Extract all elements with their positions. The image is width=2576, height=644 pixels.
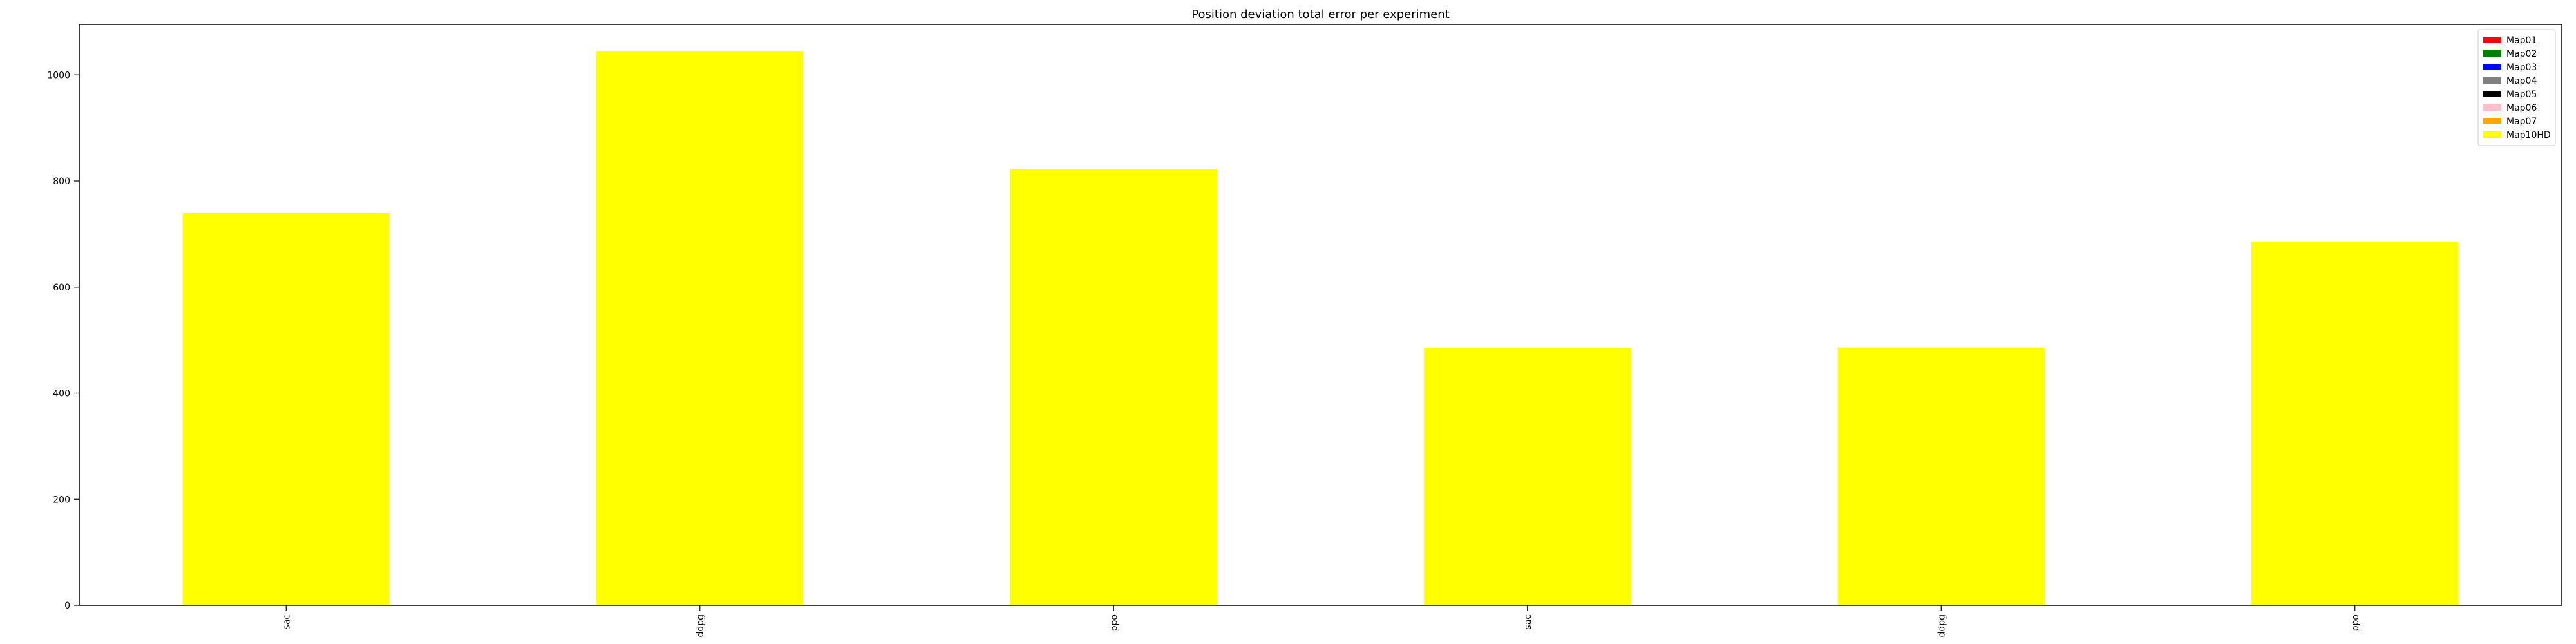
legend-swatch-map10hd (2483, 131, 2501, 138)
legend-swatch-map02 (2483, 50, 2501, 57)
bar-map10hd-ppo-2 (1010, 169, 1217, 605)
legend-label-map05: Map05 (2506, 90, 2537, 100)
legend-label-map04: Map04 (2506, 76, 2537, 86)
legend-label-map01: Map01 (2506, 35, 2537, 46)
legend-swatch-map05 (2483, 91, 2501, 97)
y-tick-label: 600 (53, 283, 70, 293)
axes-layer: 0 200 400 600 800 1000 sac ddpg ppo sac ddpg ppo (47, 24, 2562, 638)
x-tick-label: ddpg (696, 614, 706, 638)
legend-label-map10hd: Map10HD (2506, 130, 2551, 140)
legend-swatch-map06 (2483, 104, 2501, 111)
legend-label-map07: Map07 (2506, 117, 2537, 127)
legend-label-map06: Map06 (2506, 103, 2537, 113)
legend-swatch-map04 (2483, 77, 2501, 84)
bar-map10hd-sac-0 (182, 213, 390, 606)
y-tick-label: 800 (53, 176, 70, 187)
y-tick-label: 1000 (47, 70, 70, 80)
chart-title: Position deviation total error per exper… (1191, 8, 1449, 21)
legend: Map01 Map02 Map03 Map04 Map05 Map06 Map07 Map10… (2477, 29, 2556, 146)
x-tick-label: ppo (2351, 614, 2361, 631)
bar-map10hd-ddpg-1 (596, 51, 804, 606)
legend-swatch-map07 (2483, 118, 2501, 124)
y-tick-label: 400 (53, 389, 70, 399)
legend-label-map02: Map02 (2506, 49, 2537, 59)
y-tick-label: 0 (64, 601, 70, 611)
legend-swatch-map03 (2483, 64, 2501, 70)
legend-label-map03: Map03 (2506, 62, 2537, 73)
x-tick-label: sac (1523, 614, 1533, 630)
legend-box (2477, 29, 2556, 146)
x-tick-label: ppo (1109, 614, 1119, 631)
bars-layer (182, 51, 2459, 606)
bar-map10hd-sac-3 (1424, 348, 1631, 605)
bar-map10hd-ppo-5 (2251, 242, 2459, 605)
x-tick-label: ddpg (1937, 614, 1947, 638)
y-tick-label: 200 (53, 495, 70, 505)
bar-map10hd-ddpg-4 (1837, 347, 2045, 605)
plot-frame (79, 24, 2562, 606)
x-tick-label: sac (281, 614, 292, 630)
legend-swatch-map01 (2483, 37, 2501, 43)
